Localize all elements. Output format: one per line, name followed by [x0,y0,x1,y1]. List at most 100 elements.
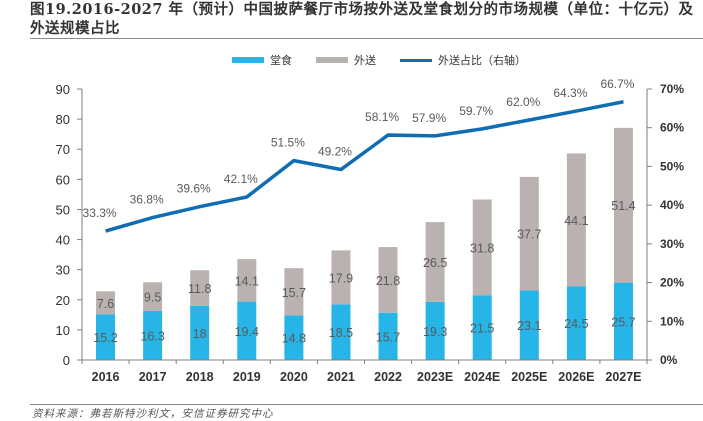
bar-label-delivery: 31.8 [470,241,494,255]
y-tick-label-right: 60% [660,121,684,135]
bar-delivery [378,247,398,313]
bar-delivery [425,222,445,302]
x-tick-label: 2020 [280,370,308,384]
x-tick-label: 2025E [511,370,547,384]
bar-delivery [237,259,257,302]
x-tick-label: 2017 [139,370,167,384]
bar-dine-in [472,295,492,360]
y-tick-label-right: 70% [660,82,684,96]
legend-item-delivery: 外送 [316,52,376,68]
axes-layer: 0 10 20 30 40 50 60 70 80 90 0% 10% 20% 30% 40% 50% 60% 7… [56,82,685,384]
y-tick-label-left: 10 [56,323,70,338]
line-label: 51.5% [271,136,305,150]
chart-title: 图19.2016-2027 年（预计）中国披萨餐厅市场按外送及堂食划分的市场规模… [30,1,694,37]
bar-label-dine-in: 23.1 [517,319,541,333]
bar-delivery [472,199,492,296]
bar-dine-in [425,301,445,360]
legend-swatch-delivery-share [400,58,432,62]
line-layer [105,100,624,233]
source-note: 资料来源：弗若斯特沙利文，安信证券研究中心 [32,408,274,420]
bar-dine-in [566,286,586,360]
y-tick-label-right: 40% [660,198,684,212]
bar-label-dine-in: 16.3 [140,329,164,343]
bar-dine-in [190,305,210,360]
legend-item-dine-in: 堂食 [232,52,292,68]
title-divider [30,38,703,39]
x-tick-label: 2016 [92,370,120,384]
x-tick-label: 2027E [605,370,641,384]
bar-label-delivery: 9.5 [144,291,161,305]
line-label: 33.3% [83,206,117,220]
line-label: 58.1% [365,110,399,124]
legend-label-delivery: 外送 [354,54,376,67]
y-tick-label-left: 30 [56,263,70,278]
y-tick-label-right: 20% [660,276,684,290]
bar-dine-in [143,310,163,360]
bar-delivery [143,282,163,311]
y-tick-label-left: 40 [56,233,70,248]
bar-label-delivery: 37.7 [517,228,541,242]
y-tick-label-right: 0% [660,353,678,367]
bar-label-delivery: 14.1 [235,274,259,288]
y-tick-label-right: 10% [660,314,684,328]
bar-label-delivery: 11.8 [188,282,211,296]
line-label: 36.8% [130,193,164,207]
y-tick-label-left: 70 [56,142,70,157]
bar-label-dine-in: 24.5 [564,317,588,331]
share-line [105,100,624,233]
bar-label-dine-in: 14.8 [282,332,306,346]
legend-label-dine-in: 堂食 [270,54,292,67]
y-tick-label-right: 50% [660,159,684,173]
line-label: 62.0% [506,95,540,109]
bar-dine-in [284,315,304,360]
bar-label-delivery: 51.4 [611,199,635,213]
bar-dine-in [613,282,633,360]
bars-layer [96,127,633,360]
bar-delivery [566,153,586,287]
x-tick-label: 2018 [186,370,214,384]
y-tick-label-left: 80 [56,112,70,127]
legend-item-delivery-share: 外送占比（右轴） [400,52,526,68]
line-label: 39.6% [177,182,211,196]
y-tick-label-left: 50 [56,202,70,217]
line-label: 57.9% [412,111,446,125]
bar-label-dine-in: 18.5 [329,326,353,340]
y-tick-label-left: 20 [56,293,70,308]
bar-label-delivery: 17.9 [329,271,353,285]
bar-label-dine-in: 19.3 [423,325,447,339]
y-tick-label-left: 60 [56,172,70,187]
bar-label-delivery: 7.6 [97,297,114,311]
bar-label-dine-in: 18 [193,327,207,341]
legend: 堂食 外送 外送占比（右轴） [232,52,526,68]
line-label: 59.7% [459,104,493,118]
bar-label-dine-in: 15.2 [93,331,117,345]
x-tick-label: 2022 [374,370,402,384]
source-divider [30,404,703,405]
bar-dine-in [519,290,539,360]
bar-delivery [519,176,539,291]
bar-dine-in [237,301,257,360]
line-label: 66.7% [600,77,634,91]
bar-label-delivery: 15.7 [282,286,306,300]
bar-label-dine-in: 21.5 [470,322,494,336]
x-tick-label: 2023E [417,370,453,384]
legend-label-delivery-share: 外送占比（右轴） [438,54,526,67]
bar-label-dine-in: 19.4 [235,325,259,339]
bar-label-delivery: 26.5 [423,256,447,270]
x-tick-label: 2024E [464,370,500,384]
bar-delivery [613,127,633,283]
y-tick-label-left: 90 [56,82,70,97]
bar-delivery [96,291,116,315]
bar-dine-in [331,304,351,360]
y-tick-label-left: 0 [63,353,70,368]
line-label: 42.1% [224,172,258,186]
bar-label-dine-in: 15.7 [376,330,400,344]
bar-label-delivery: 21.8 [376,274,400,288]
bar-dine-in [96,314,116,360]
line-label: 64.3% [553,86,587,100]
legend-swatch-dine-in [232,57,264,63]
line-label: 49.2% [318,145,352,159]
bar-label-delivery: 44.1 [564,214,588,228]
bar-delivery [190,270,210,306]
